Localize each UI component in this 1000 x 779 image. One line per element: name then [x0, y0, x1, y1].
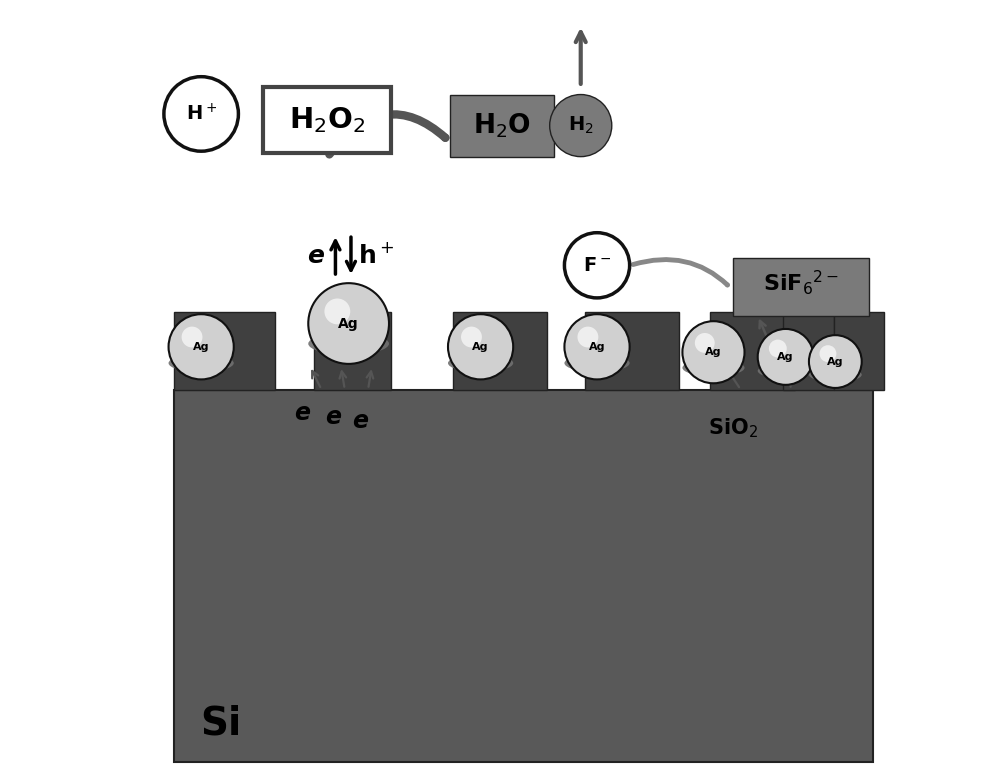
Text: Ag: Ag — [193, 342, 209, 352]
Text: Ag: Ag — [589, 342, 605, 352]
Bar — [733, 258, 869, 315]
Bar — [783, 312, 834, 390]
Ellipse shape — [682, 359, 745, 376]
Circle shape — [758, 329, 814, 385]
Text: SiF$_6$$^{2-}$: SiF$_6$$^{2-}$ — [763, 269, 839, 297]
Text: h$^+$: h$^+$ — [358, 244, 394, 269]
Ellipse shape — [169, 354, 234, 372]
Circle shape — [308, 283, 389, 364]
Text: e: e — [325, 404, 341, 428]
Text: Ag: Ag — [472, 342, 489, 352]
Text: H$_2$O: H$_2$O — [473, 111, 531, 140]
Text: SiO$_2$: SiO$_2$ — [708, 417, 758, 440]
Text: F$^-$: F$^-$ — [583, 256, 611, 275]
Bar — [174, 390, 873, 762]
Ellipse shape — [758, 363, 814, 379]
Circle shape — [564, 314, 630, 379]
Bar — [450, 94, 554, 157]
Bar — [834, 312, 884, 390]
Bar — [314, 312, 391, 390]
Text: Ag: Ag — [827, 357, 844, 367]
Circle shape — [169, 314, 234, 379]
Circle shape — [461, 326, 482, 347]
Circle shape — [809, 335, 862, 388]
Text: Ag: Ag — [777, 352, 794, 362]
Ellipse shape — [564, 354, 630, 372]
FancyArrowPatch shape — [329, 115, 445, 154]
FancyArrowPatch shape — [633, 259, 727, 285]
Circle shape — [577, 326, 598, 347]
Bar — [174, 312, 275, 390]
Text: e: e — [307, 244, 324, 268]
Bar — [263, 86, 391, 153]
Ellipse shape — [448, 354, 513, 372]
Bar — [585, 312, 679, 390]
Bar — [453, 312, 547, 390]
Circle shape — [448, 314, 513, 379]
Text: Ag: Ag — [705, 347, 722, 358]
Ellipse shape — [308, 333, 389, 354]
Circle shape — [819, 345, 836, 362]
Bar — [710, 312, 795, 390]
Circle shape — [564, 233, 630, 298]
Circle shape — [769, 340, 787, 358]
Circle shape — [324, 298, 350, 324]
Text: e: e — [352, 408, 368, 432]
Text: H$^+$: H$^+$ — [186, 104, 217, 125]
Text: Si: Si — [200, 704, 241, 742]
Text: H$_2$: H$_2$ — [568, 115, 594, 136]
Text: H$_2$O$_2$: H$_2$O$_2$ — [289, 105, 365, 135]
Circle shape — [695, 333, 715, 353]
Text: Ag: Ag — [338, 316, 359, 330]
Circle shape — [682, 321, 745, 383]
Circle shape — [182, 326, 202, 347]
Circle shape — [550, 94, 612, 157]
Text: e: e — [294, 400, 310, 425]
Circle shape — [164, 76, 238, 151]
Ellipse shape — [809, 368, 862, 382]
